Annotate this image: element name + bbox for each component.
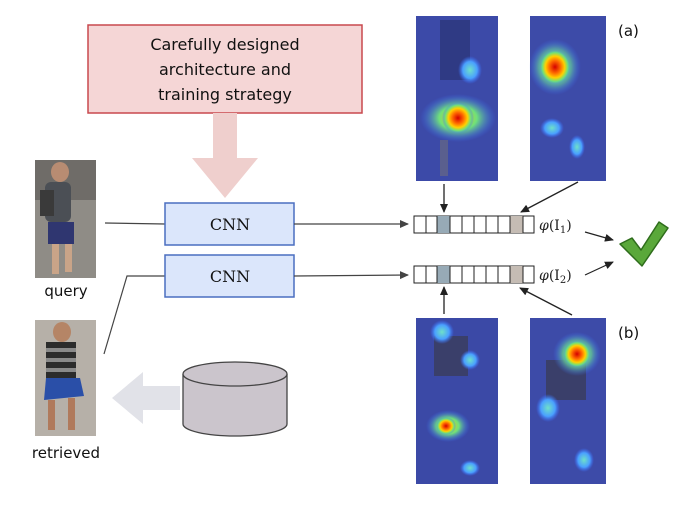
query-to-cnn-line — [104, 222, 166, 225]
feature-vector-2 — [413, 265, 535, 284]
heatmap-b1 — [416, 318, 498, 484]
panel-b-label: (b) — [618, 324, 639, 342]
cnn-bottom-to-vector-arrow — [293, 271, 409, 280]
phi2-to-check-arrow — [584, 261, 614, 276]
design-box — [87, 24, 363, 114]
cnn-bottom-box — [164, 254, 295, 298]
cnn-top-label: CNN — [210, 215, 250, 234]
check-mark-icon — [619, 221, 669, 267]
phi1-label: φ(I1) — [539, 218, 572, 236]
heatmap-a1 — [416, 16, 498, 181]
design-to-cnn-arrow — [192, 113, 258, 198]
heatmap-b2 — [530, 318, 606, 484]
design-box-line2: architecture and — [159, 60, 291, 79]
phi2-label: φ(I2) — [539, 268, 572, 286]
retrieved-to-cnn-line — [103, 275, 165, 355]
panel-a-label: (a) — [618, 22, 639, 40]
feature-vector-1 — [413, 215, 535, 234]
query-image — [35, 160, 96, 278]
retrieved-image — [35, 320, 96, 436]
query-label: query — [44, 282, 87, 300]
database-to-retrieved-arrow — [112, 372, 180, 424]
cnn-bottom-label: CNN — [210, 267, 250, 286]
database-icon — [182, 361, 288, 437]
heatmap-a2-to-slot-arrow — [520, 181, 579, 213]
phi1-to-check-arrow — [584, 231, 614, 242]
design-box-line3: training strategy — [158, 85, 292, 104]
retrieved-label: retrieved — [32, 444, 100, 462]
design-box-line1: Carefully designed — [150, 35, 299, 54]
heatmap-a2 — [529, 16, 606, 181]
heatmap-b2-to-slot-arrow — [519, 287, 573, 316]
